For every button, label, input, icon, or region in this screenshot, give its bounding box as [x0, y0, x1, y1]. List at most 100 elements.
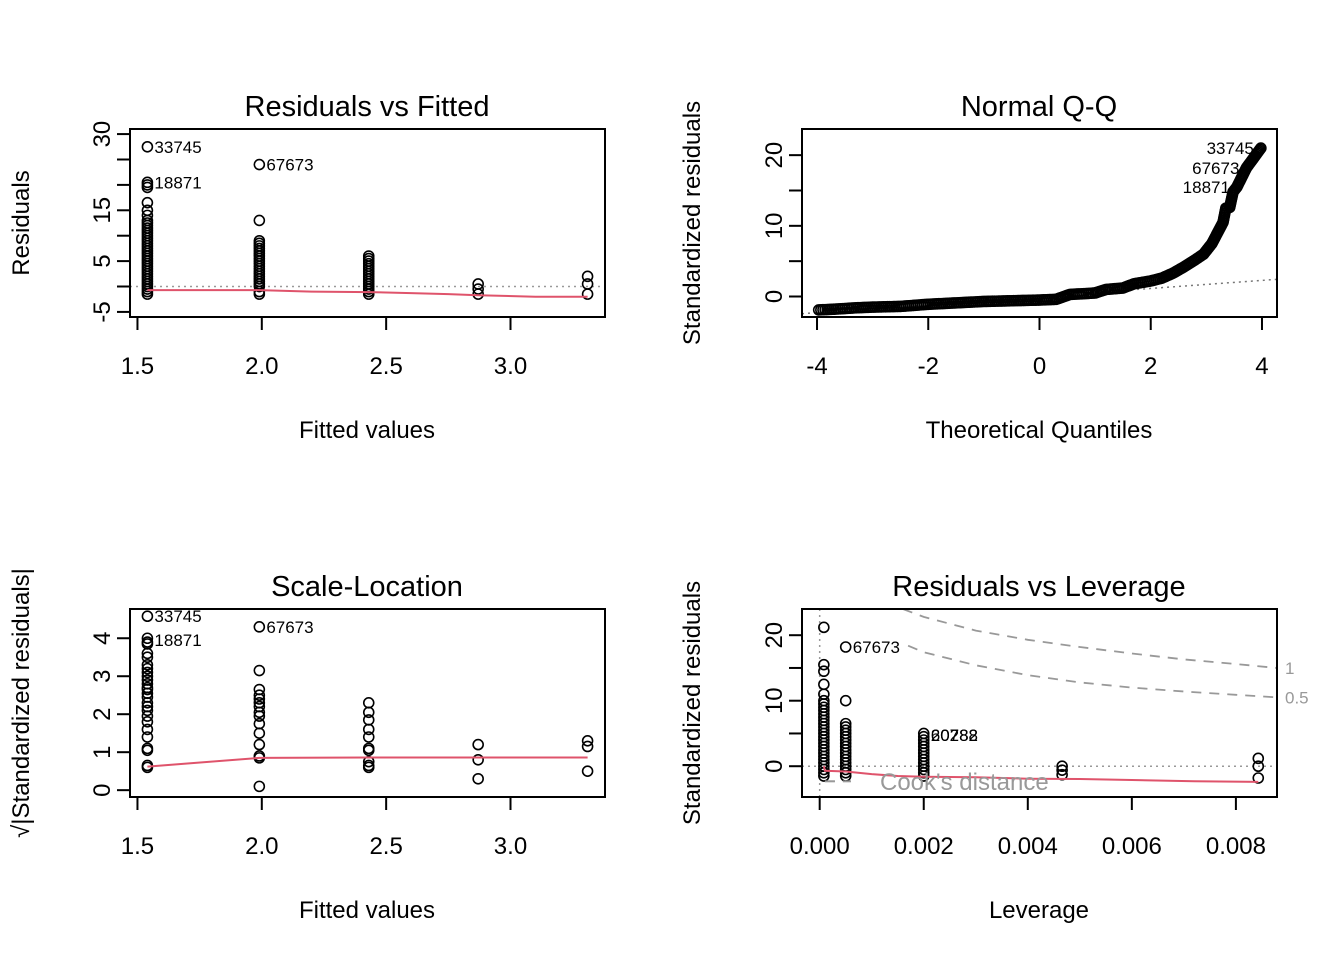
data-point: [362, 759, 375, 772]
point-label: 60782: [931, 726, 978, 745]
data-point: [581, 278, 594, 290]
x-tick-label: 2.5: [369, 353, 402, 380]
y-tick-label: 5: [89, 254, 116, 267]
data-point: [1056, 760, 1068, 773]
y-tick-label: 10: [761, 212, 788, 239]
data-point: [141, 204, 154, 217]
data-point: [839, 721, 852, 733]
data-point: [1252, 760, 1265, 773]
x-axis-label: Fitted values: [299, 897, 435, 924]
y-tick-label: 10: [761, 687, 788, 714]
point-label: 67673: [1192, 159, 1239, 178]
data-point: [472, 283, 484, 295]
plot-area: [141, 610, 594, 793]
cooks-contour-label: 0.5: [1285, 688, 1309, 707]
panel-title: Normal Q-Q: [961, 91, 1117, 123]
y-tick-label: 20: [761, 622, 788, 649]
panel-title: Residuals vs Leverage: [892, 571, 1185, 603]
data-point: [362, 731, 375, 743]
plot-area: [130, 140, 605, 300]
point-label: 33745: [1207, 139, 1254, 158]
panel-residuals-vs-fitted: Residuals vs Fitted Fitted values Residu…: [8, 91, 606, 444]
data-point: [1252, 772, 1265, 784]
data-point: [141, 176, 154, 189]
data-point: [141, 674, 154, 686]
y-axis-label: Standardized residuals: [679, 101, 706, 345]
smoother-line: [822, 765, 1259, 783]
panel-residuals-vs-leverage: Residuals vs Leverage Leverage Standardi…: [679, 571, 1309, 924]
smoother-line: [147, 289, 588, 298]
x-tick-label: 3.0: [494, 353, 527, 380]
data-point: [818, 665, 830, 678]
data-point: [253, 664, 266, 677]
x-tick-label: 0: [1033, 353, 1046, 380]
plot-frame: [129, 608, 606, 798]
data-point: [818, 621, 830, 634]
data-point: [253, 697, 266, 709]
data-point: [141, 209, 154, 222]
x-tick-label: -4: [806, 353, 827, 380]
data-point: [472, 772, 484, 785]
data-point: [581, 734, 594, 747]
panel-normal-qq: Normal Q-Q Theoretical Quantiles Standar…: [679, 91, 1278, 444]
x-tick-label: 1.5: [121, 833, 154, 860]
y-tick-label: 30: [89, 121, 116, 148]
x-tick-label: 0.004: [998, 833, 1058, 860]
data-point: [917, 730, 930, 743]
x-tick-label: 3.0: [494, 833, 527, 860]
cooks-distance-contour: [902, 609, 1277, 669]
point-label: 18871: [154, 631, 201, 650]
data-point: [253, 234, 266, 247]
x-tick-label: 2.0: [245, 833, 278, 860]
data-point: [472, 738, 484, 751]
data-point: [141, 681, 154, 694]
x-axis-label: Fitted values: [299, 417, 435, 444]
plot-frame: [801, 608, 1278, 798]
cooks-distance-contour: [907, 644, 1277, 699]
data-point: [141, 670, 154, 683]
x-tick-label: 1.5: [121, 353, 154, 380]
data-point: [839, 724, 852, 736]
data-point: [1252, 752, 1265, 765]
y-axis-label: √|Standardized residuals|: [8, 568, 35, 838]
data-point: [253, 621, 266, 633]
data-point: [253, 683, 266, 696]
data-point: [472, 753, 484, 766]
data-point: [362, 250, 375, 262]
data-point: [141, 715, 154, 728]
x-tick-label: 0.000: [790, 833, 850, 860]
data-point: [362, 697, 375, 709]
data-point: [141, 666, 154, 679]
data-point: [839, 641, 852, 653]
data-point: [253, 738, 266, 751]
y-tick-label: 4: [89, 632, 116, 645]
data-point: [839, 717, 852, 730]
y-tick-label: 0: [89, 783, 116, 796]
x-tick-label: 0.006: [1102, 833, 1162, 860]
x-tick-label: 2: [1144, 353, 1157, 380]
data-point: [917, 734, 930, 746]
data-point: [253, 780, 266, 793]
data-point: [253, 700, 266, 713]
y-tick-label: 20: [761, 142, 788, 169]
y-tick-label: -5: [89, 301, 116, 322]
panel-title: Scale-Location: [271, 571, 463, 603]
point-label: 67673: [266, 618, 313, 637]
y-tick-label: 0: [761, 760, 788, 773]
data-point: [141, 636, 154, 648]
data-point: [362, 714, 375, 726]
cooks-distance-legend: Cook's distance: [880, 769, 1049, 796]
data-point: [818, 678, 830, 691]
data-point: [253, 717, 266, 730]
data-point: [141, 610, 154, 623]
data-point: [141, 742, 154, 755]
data-point: [581, 740, 594, 753]
data-point: [1056, 764, 1068, 776]
data-point: [253, 158, 266, 171]
point-label: 20288: [931, 726, 978, 745]
x-axis-label: Leverage: [989, 897, 1089, 924]
y-tick-label: 0: [761, 290, 788, 303]
y-tick-label: 15: [89, 197, 116, 224]
